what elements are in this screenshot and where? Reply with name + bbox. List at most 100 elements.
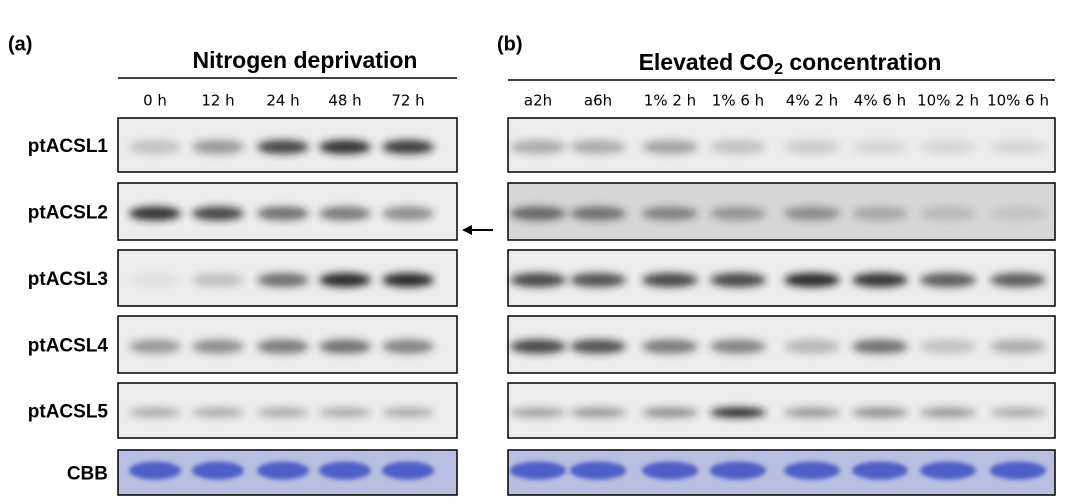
blot-strip: [507, 182, 1056, 241]
row-label: ptACSL3: [28, 269, 108, 290]
band: [990, 140, 1046, 154]
blot-strip: [507, 117, 1056, 173]
band: [990, 461, 1046, 480]
blot-frame: [117, 315, 458, 374]
band: [510, 339, 566, 354]
band: [852, 407, 908, 418]
band: [710, 461, 766, 480]
band: [510, 461, 566, 480]
blot-frame: [117, 382, 458, 439]
blot-strip: [507, 249, 1056, 307]
band: [920, 140, 976, 154]
lane-label: 4% 6 h: [854, 92, 906, 110]
lane-label: 12 h: [201, 92, 234, 110]
row-label: ptACSL4: [28, 336, 109, 357]
band: [570, 461, 626, 480]
blot-frame: [117, 117, 458, 173]
band: [257, 140, 309, 154]
band: [784, 273, 840, 287]
band: [319, 273, 371, 287]
band: [382, 140, 434, 154]
band: [192, 206, 244, 221]
blot-frame: [507, 449, 1056, 496]
band: [510, 140, 566, 154]
band: [382, 407, 434, 418]
band: [710, 407, 766, 418]
band: [990, 206, 1046, 221]
band: [920, 273, 976, 287]
band: [642, 461, 698, 480]
band: [319, 407, 371, 418]
band: [510, 273, 566, 287]
panel-title: Nitrogen deprivation: [193, 47, 418, 73]
band: [920, 206, 976, 221]
band: [129, 339, 181, 354]
band: [642, 140, 698, 154]
band: [129, 407, 181, 418]
lane-label: 72 h: [391, 92, 424, 110]
lane-label: 10% 6 h: [987, 92, 1049, 110]
band: [319, 461, 371, 480]
band: [570, 407, 626, 418]
band: [990, 273, 1046, 287]
blot-frame: [117, 449, 458, 496]
arrow: [462, 225, 493, 235]
row-label: ptACSL1: [28, 136, 109, 157]
band: [257, 407, 309, 418]
band: [382, 206, 434, 221]
panel-label: (a): [8, 33, 32, 55]
band: [920, 461, 976, 480]
band: [319, 339, 371, 354]
blot-strip: [117, 382, 458, 439]
band: [129, 206, 181, 221]
band: [192, 273, 244, 287]
stain-strip: [507, 449, 1056, 496]
blot-frame: [117, 249, 458, 307]
blot-strip: [117, 249, 458, 307]
lane-label: 4% 2 h: [786, 92, 838, 110]
blot-frame: [507, 249, 1056, 307]
panel-title: Elevated CO2 concentration: [639, 49, 942, 78]
band: [382, 273, 434, 287]
band: [192, 339, 244, 354]
band: [192, 407, 244, 418]
blot-strip: [507, 315, 1056, 374]
band: [852, 461, 908, 480]
stain-strip: [117, 449, 458, 496]
band: [570, 206, 626, 221]
band: [192, 461, 244, 480]
band: [784, 407, 840, 418]
band: [920, 407, 976, 418]
band: [710, 339, 766, 354]
band: [257, 339, 309, 354]
band: [642, 273, 698, 287]
band: [129, 461, 181, 480]
blot-strip: [507, 382, 1056, 439]
band: [570, 140, 626, 154]
band: [710, 206, 766, 221]
band: [319, 206, 371, 221]
lane-label: a2h: [524, 92, 552, 110]
band: [784, 206, 840, 221]
row-label: ptACSL2: [28, 203, 108, 224]
band: [129, 140, 181, 154]
lane-label: 0 h: [143, 92, 167, 110]
band: [510, 206, 566, 221]
band: [920, 339, 976, 354]
blot-strip: [117, 182, 458, 241]
band: [510, 407, 566, 418]
lane-label: 1% 2 h: [644, 92, 696, 110]
lane-label: 48 h: [328, 92, 361, 110]
band: [990, 407, 1046, 418]
row-label: CBB: [67, 464, 108, 485]
panel-label: (b): [497, 33, 523, 55]
blot-strip: [117, 117, 458, 173]
band: [642, 339, 698, 354]
band: [642, 407, 698, 418]
blot-frame: [117, 182, 458, 241]
band: [852, 140, 908, 154]
band: [852, 206, 908, 221]
band: [382, 339, 434, 354]
band: [129, 273, 181, 287]
band: [784, 461, 840, 480]
